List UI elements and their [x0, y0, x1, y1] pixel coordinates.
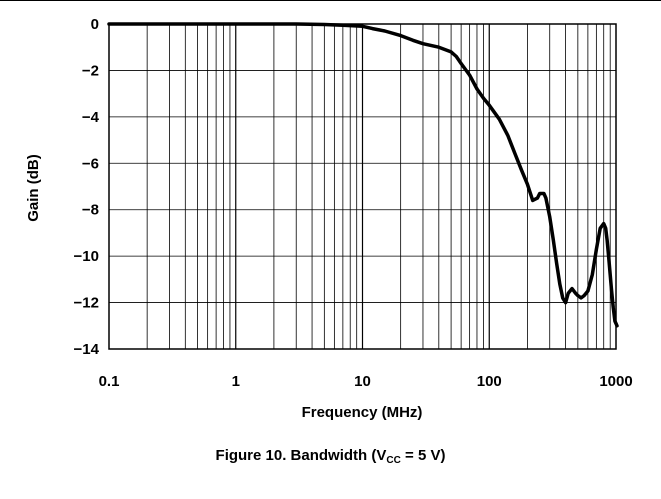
x-tick-label: 0.1	[99, 373, 120, 390]
caption-suffix: = 5 V)	[400, 447, 446, 464]
y-tick-label: −12	[74, 295, 99, 312]
caption-subscript: CC	[386, 455, 401, 466]
x-tick-label: 1000	[599, 373, 632, 390]
plot-frame	[108, 23, 617, 350]
top-rule	[0, 0, 661, 1]
y-axis-title: Gain (dB)	[25, 154, 42, 222]
y-tick-label: −10	[74, 248, 99, 265]
y-tick-label: −8	[82, 202, 99, 219]
bandwidth-chart: 0 −2 −4 −6 −8 −10 −12 −14 0.1 1 10 100 1000 Frequen…	[25, 16, 633, 421]
x-tick-label: 100	[477, 373, 502, 390]
y-tick-label: −2	[82, 62, 99, 79]
caption-prefix: Figure 10. Bandwidth (V	[215, 447, 387, 464]
figure-caption: Figure 10. Bandwidth (VCC = 5 V)	[0, 447, 661, 466]
y-tick-label: 0	[91, 16, 99, 33]
x-tick-label: 1	[232, 373, 240, 390]
x-tick-label: 10	[354, 373, 371, 390]
y-tick-label: −14	[74, 341, 100, 358]
y-tick-label: −4	[82, 109, 100, 126]
gain-curve	[107, 22, 619, 328]
y-tick-labels: 0 −2 −4 −6 −8 −10 −12 −14	[74, 16, 100, 358]
x-tick-labels: 0.1 1 10 100 1000	[99, 373, 633, 390]
y-tick-label: −6	[82, 155, 99, 172]
grid	[109, 24, 616, 349]
x-axis-title: Frequency (MHz)	[302, 404, 423, 421]
